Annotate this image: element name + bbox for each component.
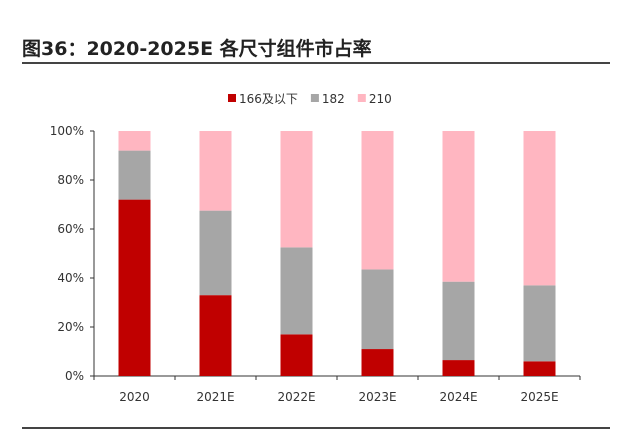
bar-segment-166及以下 [280,334,313,376]
chart-title: 图36：2020-2025E 各尺寸组件市占率 [22,38,372,60]
bar-segment-182 [442,281,475,361]
y-tick-label: 0% [65,369,84,383]
y-tick-label: 40% [57,271,84,285]
bar-segment-182 [199,210,232,296]
legend-swatch [357,94,366,102]
x-tick-label: 2023E [358,390,396,404]
bar-segment-210 [280,131,313,248]
y-tick-label: 20% [57,320,84,334]
bar-segment-210 [523,131,556,286]
bar-segment-182 [523,285,556,362]
bar-segment-210 [118,131,151,151]
bar-segment-166及以下 [199,295,232,376]
legend-label: 182 [322,92,345,106]
x-tick-label: 2020 [119,390,150,404]
x-tick-label: 2021E [196,390,234,404]
legend-swatch [310,94,319,102]
bottom-divider [22,427,610,429]
title-divider [22,62,610,64]
y-tick-label: 100% [50,124,84,138]
x-tick-label: 2025E [520,390,558,404]
bar-segment-182 [361,269,394,350]
legend-label: 210 [369,92,392,106]
y-tick-label: 60% [57,222,84,236]
y-tick-label: 80% [57,173,84,187]
bar-segment-166及以下 [118,199,151,376]
bar-segment-210 [361,131,394,270]
x-tick-label: 2024E [439,390,477,404]
bar-segment-182 [118,150,151,200]
bar-segment-210 [442,131,475,282]
bar-segment-166及以下 [361,349,394,376]
x-tick-label: 2022E [277,390,315,404]
bar-segment-166及以下 [442,360,475,376]
legend-label: 166及以下 [239,92,298,106]
bar-segment-166及以下 [523,361,556,376]
bar-segment-210 [199,131,232,211]
bar-segment-182 [280,247,313,335]
legend-swatch [228,94,236,102]
